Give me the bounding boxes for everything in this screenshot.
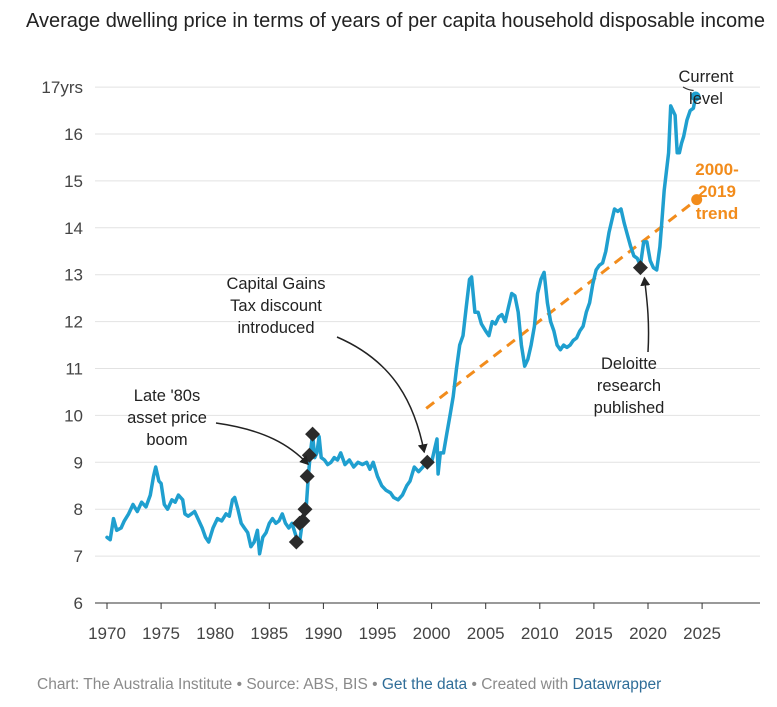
annotation-arrow xyxy=(336,336,428,454)
annotation-cgt: introduced xyxy=(237,319,314,337)
x-tick-label: 2025 xyxy=(683,624,721,643)
y-tick-label: 12 xyxy=(64,313,83,332)
annotation-deloitte: Deloitte xyxy=(601,355,657,373)
x-tick-label: 2005 xyxy=(467,624,505,643)
marker-layer xyxy=(288,260,648,550)
x-tick-label: 1970 xyxy=(88,624,126,643)
series-line xyxy=(105,94,698,556)
series-layer xyxy=(105,91,701,556)
x-tick-label: 2020 xyxy=(629,624,667,643)
footer-source: Chart: The Australia Institute • Source:… xyxy=(37,676,382,693)
y-tick-label: 15 xyxy=(64,172,83,191)
trend-line xyxy=(425,198,698,410)
y-tick-label: 9 xyxy=(74,453,83,472)
y-tick-label: 11 xyxy=(65,360,83,379)
y-tick-label: 6 xyxy=(74,594,83,613)
x-tick-label: 2000 xyxy=(413,624,451,643)
annotation-late-80s: Late '80s xyxy=(134,387,200,405)
line-chart: 6 7 8 9 10 11 12 13 14 15 16 17yrs 1970 1975 1980 1985… xyxy=(41,68,760,643)
annotation-current-level: level xyxy=(689,90,723,108)
annotation-cgt: Tax discount xyxy=(230,297,322,315)
diamond-marker xyxy=(632,260,648,276)
y-tick-label: 7 xyxy=(74,547,83,566)
annotation-late-80s: asset price xyxy=(127,409,207,427)
trend-layer xyxy=(425,194,703,410)
annotation-trend: trend xyxy=(696,204,739,223)
diamond-marker xyxy=(288,534,304,550)
annotation-trend: 2019 xyxy=(698,182,736,201)
footer-middle: • Created with xyxy=(467,676,573,693)
x-tick-label: 1980 xyxy=(196,624,234,643)
diamond-marker xyxy=(305,426,321,442)
diamond-marker xyxy=(299,468,315,484)
y-tick-label: 14 xyxy=(64,219,83,238)
trend-end-dot xyxy=(691,194,703,206)
y-axis-labels: 6 7 8 9 10 11 12 13 14 15 16 17yrs xyxy=(41,78,83,613)
current-level-dot xyxy=(690,91,701,102)
x-tick-label: 1995 xyxy=(359,624,397,643)
get-the-data-link[interactable]: Get the data xyxy=(381,676,468,693)
annotation-arrow xyxy=(640,276,651,353)
diamond-marker xyxy=(295,513,311,529)
chart-title: Average dwelling price in terms of years… xyxy=(26,10,765,32)
annotation-cgt: Capital Gains xyxy=(226,275,325,293)
x-tick-label: 2015 xyxy=(575,624,613,643)
diamond-marker xyxy=(419,454,435,470)
diamond-marker xyxy=(297,501,313,517)
y-tick-label: 16 xyxy=(64,125,83,144)
footer: Chart: The Australia Institute • Source:… xyxy=(37,676,661,694)
y-tick-label: 10 xyxy=(64,406,83,425)
grid-lines xyxy=(95,86,760,557)
y-tick-label: 8 xyxy=(74,500,83,519)
annotation-pointer xyxy=(682,86,694,92)
x-tick-label: 1975 xyxy=(142,624,180,643)
x-tick-label: 1985 xyxy=(250,624,288,643)
x-axis: 1970 1975 1980 1985 1990 1995 2000 2005 2010 2015… xyxy=(88,602,760,643)
annotation-current-level: Current xyxy=(678,68,733,86)
x-tick-label: 1990 xyxy=(304,624,342,643)
x-tick-label: 2010 xyxy=(521,624,559,643)
y-tick-label: 13 xyxy=(64,266,83,285)
annotation-deloitte: research xyxy=(597,377,661,395)
y-tick-label: 17yrs xyxy=(41,78,83,97)
annotation-layer: Current level 2000- 2019 trend Capital Gains T… xyxy=(127,68,739,466)
annotation-trend: 2000- xyxy=(695,160,738,179)
annotation-deloitte: published xyxy=(594,399,665,417)
annotation-late-80s: boom xyxy=(146,431,187,449)
annotation-arrow xyxy=(215,422,309,466)
datawrapper-link[interactable]: Datawrapper xyxy=(572,676,662,693)
